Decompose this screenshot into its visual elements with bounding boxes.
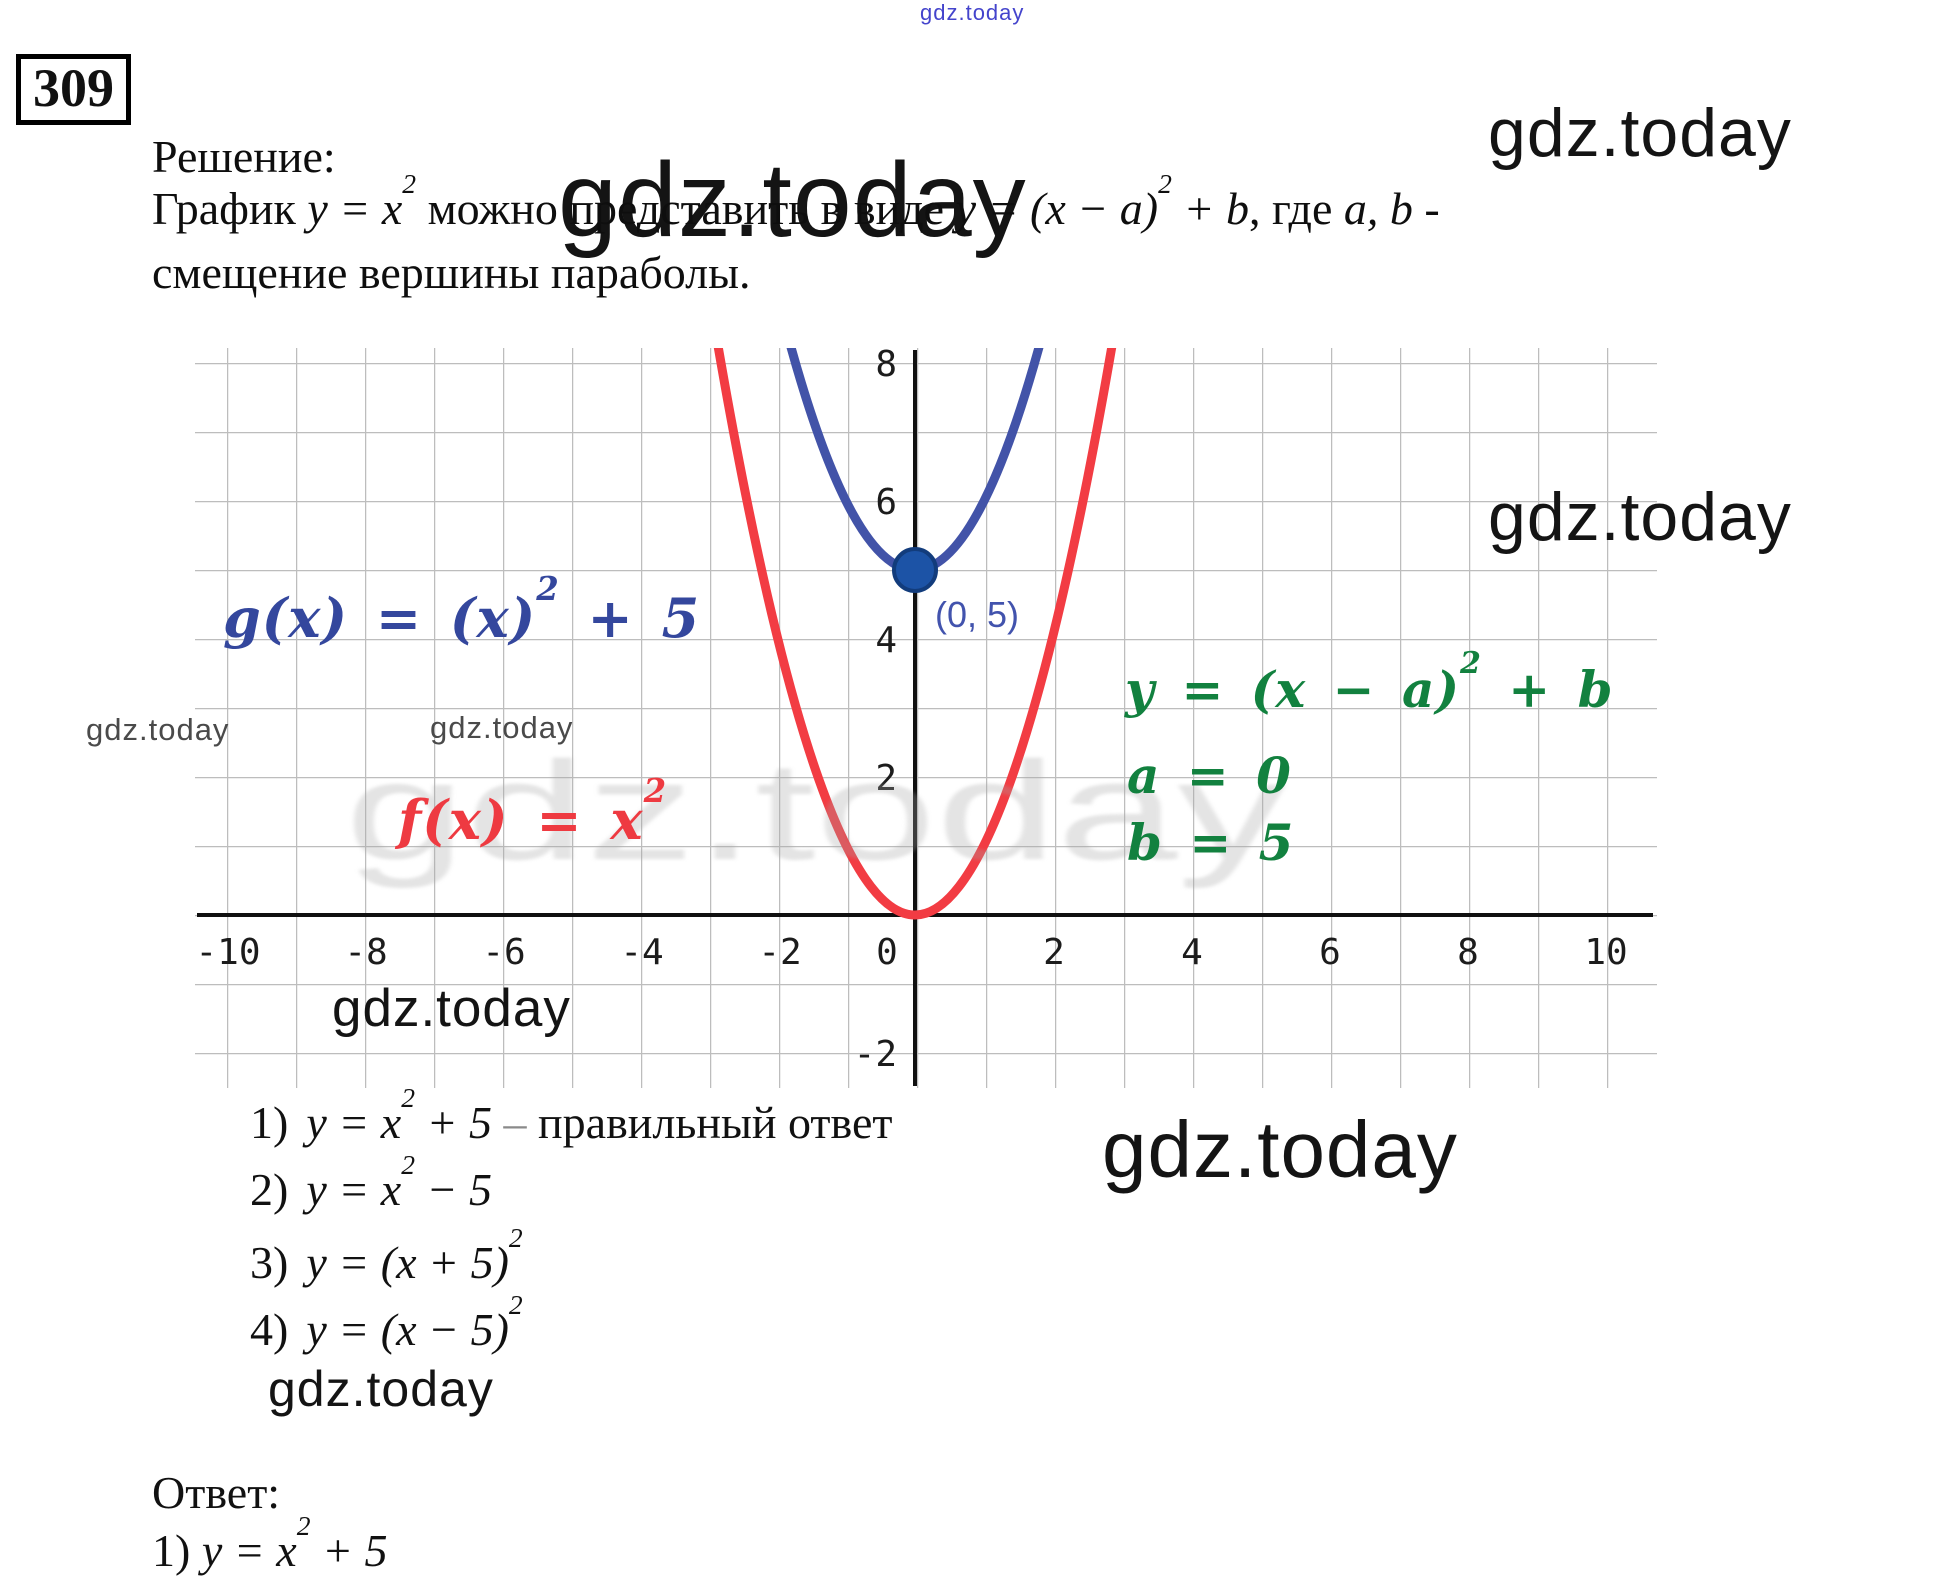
y-tick-label: -2 xyxy=(854,1034,897,1075)
watermark-mid-right: gdz.today xyxy=(1488,479,1792,555)
option-number: 1) xyxy=(250,1097,289,1148)
f-function-label: f(x) = x2 xyxy=(398,775,667,852)
vertex-formula-pre: y = (x − a) xyxy=(1125,660,1460,719)
vertex-formula-post: + b xyxy=(1481,660,1614,719)
grid-background xyxy=(195,348,1657,1088)
g-label-post: + 5 xyxy=(559,586,701,650)
exponent: 2 xyxy=(1460,645,1482,681)
exponent: 2 xyxy=(508,1288,523,1320)
watermark-bottom-right: gdz.today xyxy=(1102,1105,1458,1194)
y-tick-label: 6 xyxy=(875,482,897,523)
watermark-mid-left-1: gdz.today xyxy=(86,712,230,747)
x-tick-label: -8 xyxy=(344,932,387,973)
exponent: 2 xyxy=(643,772,668,811)
x-tick-label: 0 xyxy=(876,932,898,973)
option-number: 4) xyxy=(250,1304,289,1355)
answer-line: 1) y = x2 + 5 xyxy=(152,1511,388,1577)
exponent: 2 xyxy=(401,1081,415,1113)
intro-line-2: смещение вершины параболы. xyxy=(152,247,751,298)
option-dash: – xyxy=(492,1097,539,1148)
option-formula-post: + 5 xyxy=(415,1097,493,1148)
vertex-formula-label: y = (x − a)2 + b xyxy=(1125,648,1614,719)
x-tick-label: 10 xyxy=(1584,932,1627,973)
answer-formula-post: + 5 xyxy=(310,1525,388,1576)
option-number: 2) xyxy=(250,1164,289,1215)
x-tick-label: -4 xyxy=(620,932,663,973)
x-tick-label: 8 xyxy=(1457,932,1479,973)
exponent: 2 xyxy=(401,1148,415,1180)
option-item-2: 2) y = x2 − 5 xyxy=(250,1150,493,1216)
watermark-top-center: gdz.today xyxy=(558,141,1027,259)
intro-text-1: График xyxy=(152,183,308,234)
watermark-bottom-left: gdz.today xyxy=(268,1361,494,1417)
y-tick-label: 4 xyxy=(875,620,897,661)
exponent: 2 xyxy=(508,1221,523,1253)
option-item-1: 1) y = x2 + 5 – правильный ответ xyxy=(250,1083,893,1149)
intro-text-2: можно представить в виде xyxy=(416,183,956,234)
x-tick-label: 2 xyxy=(1043,932,1065,973)
solution-label: Решение: xyxy=(152,131,336,182)
answer-formula: y = x xyxy=(201,1525,297,1576)
x-tick-label: -2 xyxy=(758,932,801,973)
exponent: 2 xyxy=(1158,167,1172,199)
formula-plus-b: + b xyxy=(1171,183,1249,234)
a-value-label: a = 0 xyxy=(1127,746,1292,805)
x-tick-label: -10 xyxy=(195,932,260,973)
watermark-top-tiny: gdz.today xyxy=(920,0,1025,25)
problem-number-box: 309 xyxy=(16,54,131,126)
intro-text-4: - xyxy=(1412,183,1440,234)
watermark-mid-left-2: gdz.today xyxy=(430,710,574,745)
watermark-below-axis: gdz.today xyxy=(332,979,571,1038)
option-formula: y = x xyxy=(306,1097,402,1148)
intro-text-3: , где xyxy=(1248,183,1344,234)
formula-vertex-form: y = (x − a) xyxy=(955,183,1159,234)
function-graph: 8 6 4 2 -2 -10 -8 -6 -4 -2 0 2 4 6 8 10 … xyxy=(195,348,1657,1088)
exponent: 2 xyxy=(402,167,417,199)
option-item-3: 3) y = (x + 5)2 xyxy=(250,1223,523,1289)
x-tick-label: -6 xyxy=(482,932,525,973)
graph-canvas: 8 6 4 2 -2 -10 -8 -6 -4 -2 0 2 4 6 8 10 xyxy=(195,348,1657,1088)
exponent: 2 xyxy=(296,1509,311,1541)
answer-number: 1) xyxy=(152,1525,191,1576)
option-formula: y = (x − 5) xyxy=(306,1304,509,1355)
option-formula-post: − 5 xyxy=(415,1164,493,1215)
option-number: 3) xyxy=(250,1237,289,1288)
y-tick-label: 8 xyxy=(875,348,897,385)
intro-line-1: График y = x2 можно представить в виде y… xyxy=(152,169,1440,235)
red-parabola-curve xyxy=(713,348,1117,920)
watermark-top-right: gdz.today xyxy=(1488,95,1792,171)
watermark-ghost: gdz.today xyxy=(345,732,1287,889)
vertex-point-marker xyxy=(892,547,938,593)
f-label-pre: f(x) = x xyxy=(398,788,644,852)
option-note: правильный ответ xyxy=(538,1097,893,1148)
exponent: 2 xyxy=(536,570,560,609)
formula-y-x2: y = x xyxy=(307,183,403,234)
b-value-label: b = 5 xyxy=(1127,813,1295,872)
y-tick-label: 2 xyxy=(875,758,897,799)
answer-label: Ответ: xyxy=(152,1467,281,1518)
option-item-4: 4) y = (x − 5)2 xyxy=(250,1290,523,1356)
point-coordinates-label: (0, 5) xyxy=(935,594,1020,635)
formula-a-b: a, b xyxy=(1343,183,1413,234)
option-formula: y = x xyxy=(306,1164,402,1215)
g-label-pre: g(x) = (x) xyxy=(223,586,537,650)
x-tick-label: 6 xyxy=(1319,932,1341,973)
option-formula: y = (x + 5) xyxy=(306,1237,509,1288)
x-tick-label: 4 xyxy=(1181,932,1203,973)
g-function-label: g(x) = (x)2 + 5 xyxy=(223,573,701,650)
problem-number: 309 xyxy=(33,58,114,118)
